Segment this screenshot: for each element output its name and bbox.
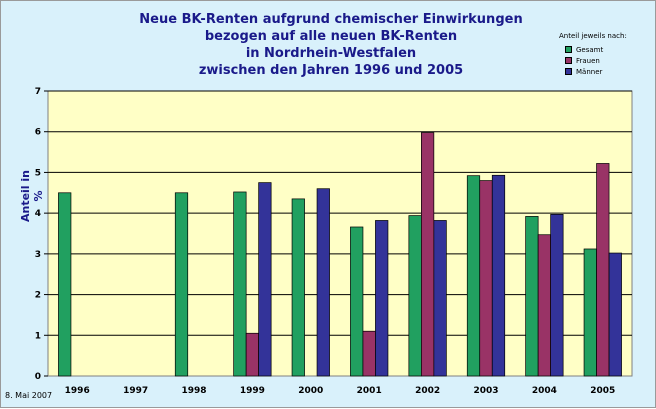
x-tick-label: 1997: [123, 386, 148, 396]
footer-date: 8. Mai 2007: [5, 391, 53, 400]
legend-swatch-maenner: [565, 68, 572, 75]
bar-frauen-2003: [479, 180, 493, 377]
y-tick-label: 5: [35, 168, 41, 178]
bar-gesamt-2005: [583, 248, 597, 377]
bar-maenner-2002: [433, 220, 447, 377]
x-tick-label: 1996: [65, 386, 90, 396]
y-tick-label: 0: [35, 372, 41, 382]
x-tick-label: 1999: [240, 386, 265, 396]
legend-label-frauen: Frauen: [576, 56, 600, 65]
chart-title-line-2: bezogen auf alle neuen BK-Renten: [204, 29, 458, 44]
bar-gesamt-2004: [525, 216, 539, 377]
bar-frauen-1999: [245, 332, 259, 377]
bar-gesamt-1999: [233, 191, 247, 377]
bar-maenner-2000: [316, 188, 330, 377]
bar-frauen-2004: [537, 234, 552, 377]
x-tick-label: 2001: [357, 386, 382, 396]
bar-frauen-2005: [596, 163, 610, 377]
x-tick-label: 2004: [532, 386, 557, 396]
x-tick-label: 2005: [590, 386, 615, 396]
legend-title: Anteil jeweils nach:: [559, 32, 627, 40]
chart-title-line-1: Neue BK-Renten aufgrund chemischer Einwi…: [139, 12, 523, 27]
bar-maenner-2001: [375, 220, 389, 377]
bar-gesamt-2000: [291, 198, 305, 377]
x-tick-label: 2002: [415, 386, 440, 396]
legend-label-maenner: Männer: [576, 67, 603, 76]
y-tick-labels: 0 1 2 3 4 5 6 7: [35, 87, 48, 382]
legend-item-frauen: Frauen: [559, 55, 655, 66]
x-tick-labels: 1996 1997 1998 1999 2000 2001 2002 2003 2004 2005: [65, 386, 616, 396]
y-tick-label: 3: [35, 250, 41, 260]
bar-gesamt-2001: [350, 226, 364, 377]
y-tick-label: 7: [35, 87, 41, 97]
y-tick-label: 2: [35, 291, 41, 301]
bar-gesamt-1996: [58, 192, 72, 377]
chart-title-line-4: zwischen den Jahren 1996 und 2005: [198, 63, 464, 78]
y-tick-label: 4: [35, 209, 41, 219]
y-tick-label: 6: [35, 128, 41, 138]
legend-swatch-gesamt: [565, 46, 572, 53]
bar-maenner-2003: [491, 174, 506, 377]
bar-maenner-2004: [550, 214, 564, 377]
legend-label-gesamt: Gesamt: [576, 45, 604, 54]
x-tick-label: 2003: [473, 386, 498, 396]
y-tick-label: 1: [35, 331, 41, 341]
legend-item-gesamt: Gesamt: [559, 44, 655, 55]
x-tick-label: 2000: [298, 386, 323, 396]
bar-frauen-2002: [421, 132, 435, 377]
x-tick-label: 1998: [181, 386, 206, 396]
bars: [58, 132, 622, 377]
legend: Anteil jeweils nach: Gesamt Frauen Männe…: [559, 32, 655, 77]
bar-frauen-2001: [362, 330, 376, 377]
bar-gesamt-2003: [466, 175, 481, 377]
bar-maenner-1999: [258, 182, 272, 377]
legend-item-maenner: Männer: [559, 66, 655, 77]
bar-gesamt-2002: [408, 215, 422, 377]
legend-swatch-frauen: [565, 57, 572, 64]
chart-title-line-3: in Nordrhein-Westfalen: [245, 46, 417, 61]
bar-maenner-2005: [608, 252, 622, 377]
bar-gesamt-1998: [174, 192, 189, 377]
